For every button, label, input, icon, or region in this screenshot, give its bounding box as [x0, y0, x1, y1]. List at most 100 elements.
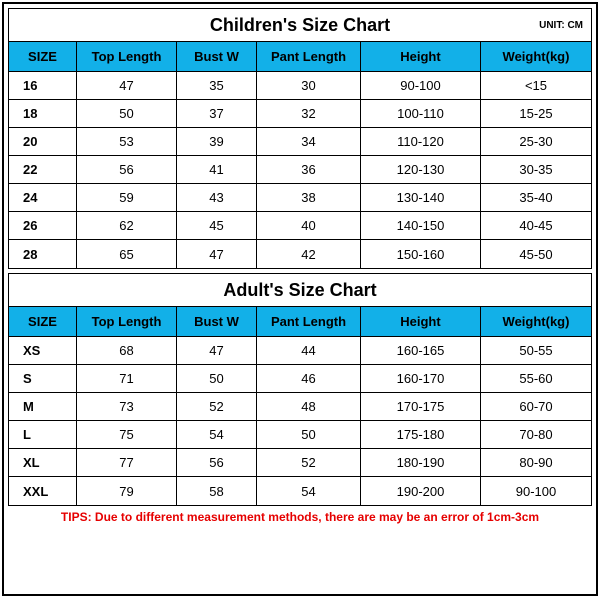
cell: 28 — [9, 240, 77, 268]
cell: 47 — [77, 72, 177, 99]
table-row: XXL795854190-20090-100 — [9, 477, 591, 505]
cell: L — [9, 421, 77, 448]
cell: 65 — [77, 240, 177, 268]
cell: 34 — [257, 128, 361, 155]
col-size: SIZE — [9, 42, 77, 71]
cell: S — [9, 365, 77, 392]
cell: 90-100 — [361, 72, 481, 99]
col-pant-length: Pant Length — [257, 307, 361, 336]
cell: 26 — [9, 212, 77, 239]
col-height: Height — [361, 42, 481, 71]
cell: 110-120 — [361, 128, 481, 155]
cell: 80-90 — [481, 449, 591, 476]
cell: 70-80 — [481, 421, 591, 448]
cell: 47 — [177, 240, 257, 268]
col-pant-length: Pant Length — [257, 42, 361, 71]
adult-chart: Adult's Size Chart SIZE Top Length Bust … — [8, 273, 592, 506]
cell: 56 — [77, 156, 177, 183]
table-row: S715046160-17055-60 — [9, 365, 591, 393]
cell: 35-40 — [481, 184, 591, 211]
cell: 170-175 — [361, 393, 481, 420]
table-row: 1647353090-100<15 — [9, 72, 591, 100]
children-header-row: SIZE Top Length Bust W Pant Length Heigh… — [9, 42, 591, 72]
cell: 39 — [177, 128, 257, 155]
cell: 24 — [9, 184, 77, 211]
cell: 44 — [257, 337, 361, 364]
cell: 77 — [77, 449, 177, 476]
adult-title: Adult's Size Chart — [9, 280, 591, 301]
table-row: XL775652180-19080-90 — [9, 449, 591, 477]
cell: 46 — [257, 365, 361, 392]
cell: 56 — [177, 449, 257, 476]
cell: 175-180 — [361, 421, 481, 448]
cell: 18 — [9, 100, 77, 127]
size-chart-container: Children's Size Chart UNIT: CM SIZE Top … — [2, 2, 598, 596]
cell: M — [9, 393, 77, 420]
cell: 50-55 — [481, 337, 591, 364]
cell: 22 — [9, 156, 77, 183]
cell: 37 — [177, 100, 257, 127]
cell: 62 — [77, 212, 177, 239]
cell: 40 — [257, 212, 361, 239]
cell: XXL — [9, 477, 77, 505]
cell: 30-35 — [481, 156, 591, 183]
table-row: XS684744160-16550-55 — [9, 337, 591, 365]
adult-header-row: SIZE Top Length Bust W Pant Length Heigh… — [9, 307, 591, 337]
cell: 120-130 — [361, 156, 481, 183]
cell: 25-30 — [481, 128, 591, 155]
cell: 50 — [177, 365, 257, 392]
cell: 50 — [257, 421, 361, 448]
col-weight: Weight(kg) — [481, 307, 591, 336]
cell: 58 — [177, 477, 257, 505]
cell: 160-170 — [361, 365, 481, 392]
cell: 38 — [257, 184, 361, 211]
table-row: 22564136120-13030-35 — [9, 156, 591, 184]
cell: 160-165 — [361, 337, 481, 364]
table-row: 28654742150-16045-50 — [9, 240, 591, 268]
col-bust-w: Bust W — [177, 307, 257, 336]
cell: 55-60 — [481, 365, 591, 392]
cell: 47 — [177, 337, 257, 364]
cell: XL — [9, 449, 77, 476]
cell: 42 — [257, 240, 361, 268]
cell: 53 — [77, 128, 177, 155]
cell: 71 — [77, 365, 177, 392]
cell: 79 — [77, 477, 177, 505]
cell: 40-45 — [481, 212, 591, 239]
cell: 130-140 — [361, 184, 481, 211]
children-chart: Children's Size Chart UNIT: CM SIZE Top … — [8, 8, 592, 269]
adult-title-row: Adult's Size Chart — [9, 274, 591, 307]
cell: 32 — [257, 100, 361, 127]
col-top-length: Top Length — [77, 42, 177, 71]
tips-text: TIPS: Due to different measurement metho… — [8, 510, 592, 524]
cell: 30 — [257, 72, 361, 99]
children-title: Children's Size Chart — [9, 15, 591, 36]
cell: 73 — [77, 393, 177, 420]
table-row: 18503732100-11015-25 — [9, 100, 591, 128]
table-row: M735248170-17560-70 — [9, 393, 591, 421]
cell: 36 — [257, 156, 361, 183]
table-row: 26624540140-15040-45 — [9, 212, 591, 240]
cell: 150-160 — [361, 240, 481, 268]
col-bust-w: Bust W — [177, 42, 257, 71]
cell: 180-190 — [361, 449, 481, 476]
cell: 54 — [257, 477, 361, 505]
cell: 75 — [77, 421, 177, 448]
table-row: 24594338130-14035-40 — [9, 184, 591, 212]
unit-label: UNIT: CM — [539, 20, 583, 31]
col-height: Height — [361, 307, 481, 336]
cell: 45 — [177, 212, 257, 239]
cell: 68 — [77, 337, 177, 364]
cell: 140-150 — [361, 212, 481, 239]
cell: 90-100 — [481, 477, 591, 505]
cell: 52 — [177, 393, 257, 420]
cell: 59 — [77, 184, 177, 211]
cell: 60-70 — [481, 393, 591, 420]
col-top-length: Top Length — [77, 307, 177, 336]
cell: 50 — [77, 100, 177, 127]
cell: 15-25 — [481, 100, 591, 127]
cell: 16 — [9, 72, 77, 99]
cell: 41 — [177, 156, 257, 183]
cell: 54 — [177, 421, 257, 448]
cell: 48 — [257, 393, 361, 420]
